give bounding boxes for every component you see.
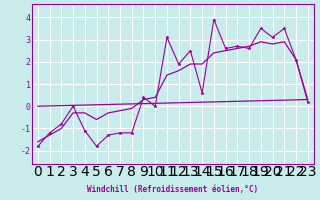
X-axis label: Windchill (Refroidissement éolien,°C): Windchill (Refroidissement éolien,°C)	[87, 185, 258, 194]
